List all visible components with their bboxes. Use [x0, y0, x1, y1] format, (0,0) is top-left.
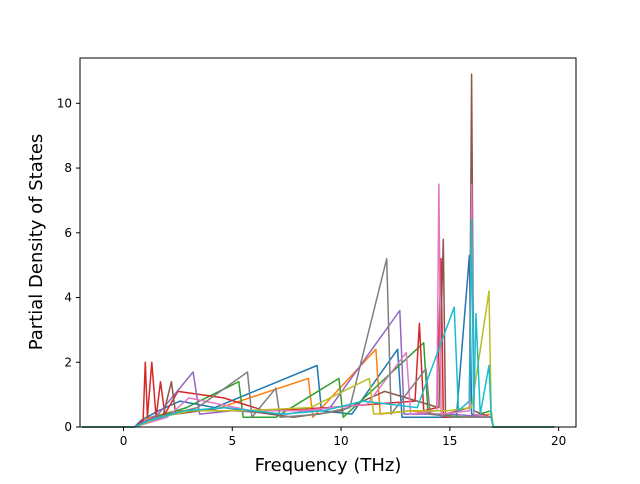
series-layer	[82, 73, 555, 428]
y-axis-label: Partial Density of States	[26, 134, 47, 351]
pdos-series-line-8	[82, 257, 555, 428]
pdos-series-line-1	[82, 254, 555, 428]
x-tick-label: 10	[333, 434, 348, 448]
pdos-series-line-6	[82, 73, 555, 428]
x-tick-label: 20	[551, 434, 566, 448]
y-ticks: 0 2 4 6 8 10	[57, 96, 80, 434]
y-tick-label: 10	[57, 96, 72, 110]
pdos-series-line-7	[82, 183, 555, 428]
pdos-series-line-4	[82, 257, 555, 428]
x-axis-label: Frequency (THz)	[255, 455, 402, 476]
x-tick-label: 15	[442, 434, 457, 448]
y-tick-label: 6	[64, 226, 72, 240]
x-tick-label: 5	[228, 434, 236, 448]
y-tick-label: 2	[64, 355, 72, 369]
pdos-series-line-9	[82, 290, 555, 428]
x-tick-label: 0	[120, 434, 128, 448]
y-tick-label: 4	[64, 291, 72, 305]
plot-frame	[79, 57, 577, 428]
y-tick-label: 8	[64, 161, 72, 175]
pdos-series-line-10	[82, 219, 555, 428]
y-tick-label: 0	[64, 420, 72, 434]
x-ticks: 0 5 10 15 20	[120, 427, 566, 448]
